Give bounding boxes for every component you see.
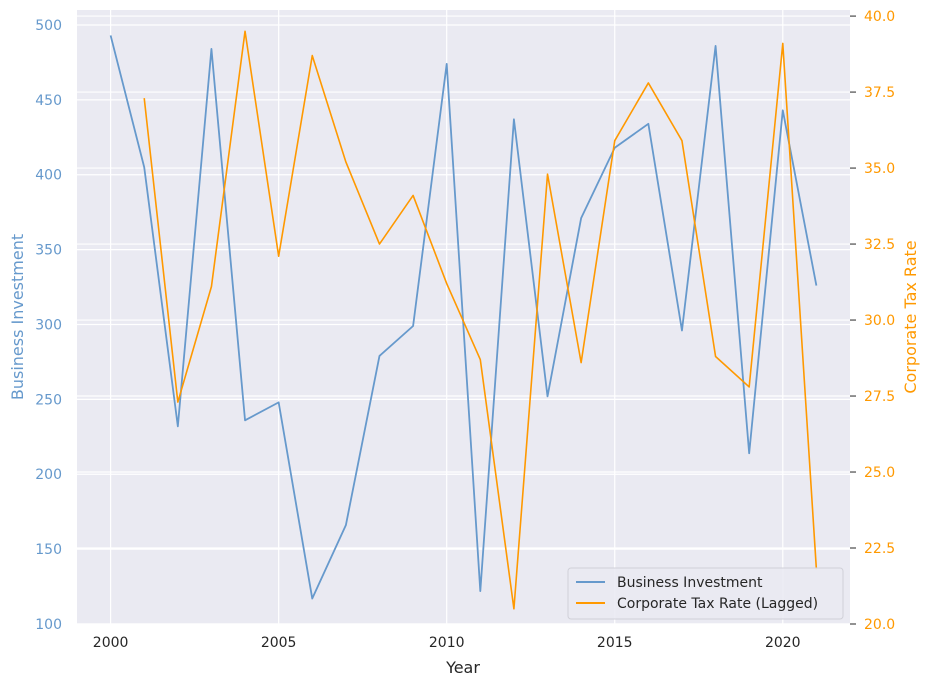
- right-y-tick-label: 20.0: [864, 617, 895, 633]
- series-line-corporate-tax-rate-lagged: [143, 30, 818, 610]
- right-y-tick-label: 25.0: [864, 465, 895, 481]
- x-tick-label: 2000: [93, 635, 129, 651]
- left-y-tick-label: 300: [35, 317, 62, 333]
- right-y-tick-label: 40.0: [864, 9, 895, 25]
- legend-label-business-investment: Business Investment: [617, 575, 763, 591]
- right-y-tick-label: 30.0: [864, 313, 895, 329]
- legend: Business Investment Corporate Tax Rate (…: [567, 567, 844, 620]
- left-y-tick-label: 450: [35, 93, 62, 109]
- left-y-tick-label: 150: [35, 542, 62, 558]
- left-y-tick-label: 400: [35, 168, 62, 184]
- right-y-axis-title: Corporate Tax Rate: [901, 240, 920, 393]
- series-line-business-investment: [109, 35, 818, 600]
- series-layer: [109, 30, 818, 610]
- left-y-axis-title: Business Investment: [8, 234, 27, 400]
- right-y-tick-label: 35.0: [864, 161, 895, 177]
- x-tick-label: 2005: [261, 635, 297, 651]
- x-tick-label: 2020: [765, 635, 801, 651]
- right-y-tick-label: 32.5: [864, 237, 895, 253]
- right-y-tick-label: 27.5: [864, 389, 895, 405]
- left-y-tick-label: 500: [35, 18, 62, 34]
- left-y-tick-label: 250: [35, 392, 62, 408]
- left-y-tick-label: 200: [35, 467, 62, 483]
- left-y-tick-label: 100: [35, 617, 62, 633]
- x-tick-label: 2010: [429, 635, 465, 651]
- left-y-tick-label: 350: [35, 243, 62, 259]
- right-y-tick-label: 37.5: [864, 85, 895, 101]
- legend-box: [567, 567, 844, 620]
- right-y-tick-label: 22.5: [864, 541, 895, 557]
- x-tick-label: 2015: [597, 635, 633, 651]
- x-axis-title: Year: [445, 658, 480, 677]
- legend-label-corporate-tax-rate: Corporate Tax Rate (Lagged): [617, 596, 818, 612]
- tick-layer: 2000 2005 2010 2015 2020 100 150 200 250 300 350 40…: [35, 9, 895, 651]
